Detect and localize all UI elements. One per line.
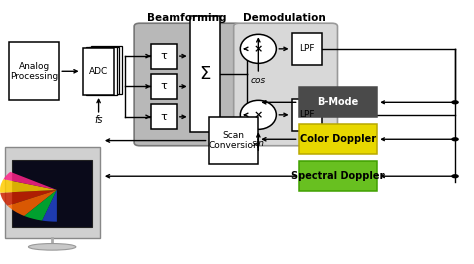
Text: Beamforming: Beamforming xyxy=(147,13,227,23)
Ellipse shape xyxy=(240,100,276,129)
Text: Spectral Doppler: Spectral Doppler xyxy=(291,171,384,181)
Circle shape xyxy=(451,100,459,104)
Text: cos: cos xyxy=(251,76,266,85)
Bar xyxy=(209,117,258,164)
Bar xyxy=(299,87,377,117)
Wedge shape xyxy=(0,190,57,206)
Bar xyxy=(83,48,114,95)
Bar xyxy=(86,47,117,95)
Bar xyxy=(299,161,377,191)
Bar xyxy=(151,44,177,69)
Text: ADC: ADC xyxy=(89,67,108,76)
FancyBboxPatch shape xyxy=(234,23,337,146)
Text: B-Mode: B-Mode xyxy=(317,97,358,107)
Bar xyxy=(292,33,322,65)
Bar xyxy=(151,74,177,99)
FancyBboxPatch shape xyxy=(134,23,240,146)
Bar xyxy=(5,147,100,238)
Text: Σ: Σ xyxy=(200,65,210,83)
Ellipse shape xyxy=(28,243,76,250)
Text: fs: fs xyxy=(94,115,103,125)
Wedge shape xyxy=(8,190,57,216)
Text: τ: τ xyxy=(160,112,167,122)
Wedge shape xyxy=(42,190,57,222)
Bar xyxy=(89,46,119,94)
Bar xyxy=(12,160,92,227)
Text: Analog
Processing: Analog Processing xyxy=(10,62,58,81)
Wedge shape xyxy=(3,172,57,190)
Text: LPF: LPF xyxy=(299,110,315,119)
Circle shape xyxy=(451,174,459,178)
Wedge shape xyxy=(24,190,57,221)
Bar xyxy=(9,42,59,100)
Text: Scan
Conversion: Scan Conversion xyxy=(208,131,259,150)
Ellipse shape xyxy=(240,34,276,63)
Text: Color Doppler: Color Doppler xyxy=(300,134,376,144)
Text: ×: × xyxy=(254,44,263,54)
Bar xyxy=(190,16,220,132)
Text: τ: τ xyxy=(160,82,167,91)
Bar xyxy=(151,104,177,129)
Text: LPF: LPF xyxy=(299,44,315,53)
Circle shape xyxy=(451,137,459,142)
Wedge shape xyxy=(0,179,57,193)
Text: Demodulation: Demodulation xyxy=(243,13,326,23)
Text: ×: × xyxy=(254,110,263,120)
Bar xyxy=(91,46,122,94)
Bar xyxy=(292,99,322,131)
Text: sin: sin xyxy=(252,139,265,148)
Bar xyxy=(299,124,377,154)
Text: τ: τ xyxy=(160,51,167,61)
